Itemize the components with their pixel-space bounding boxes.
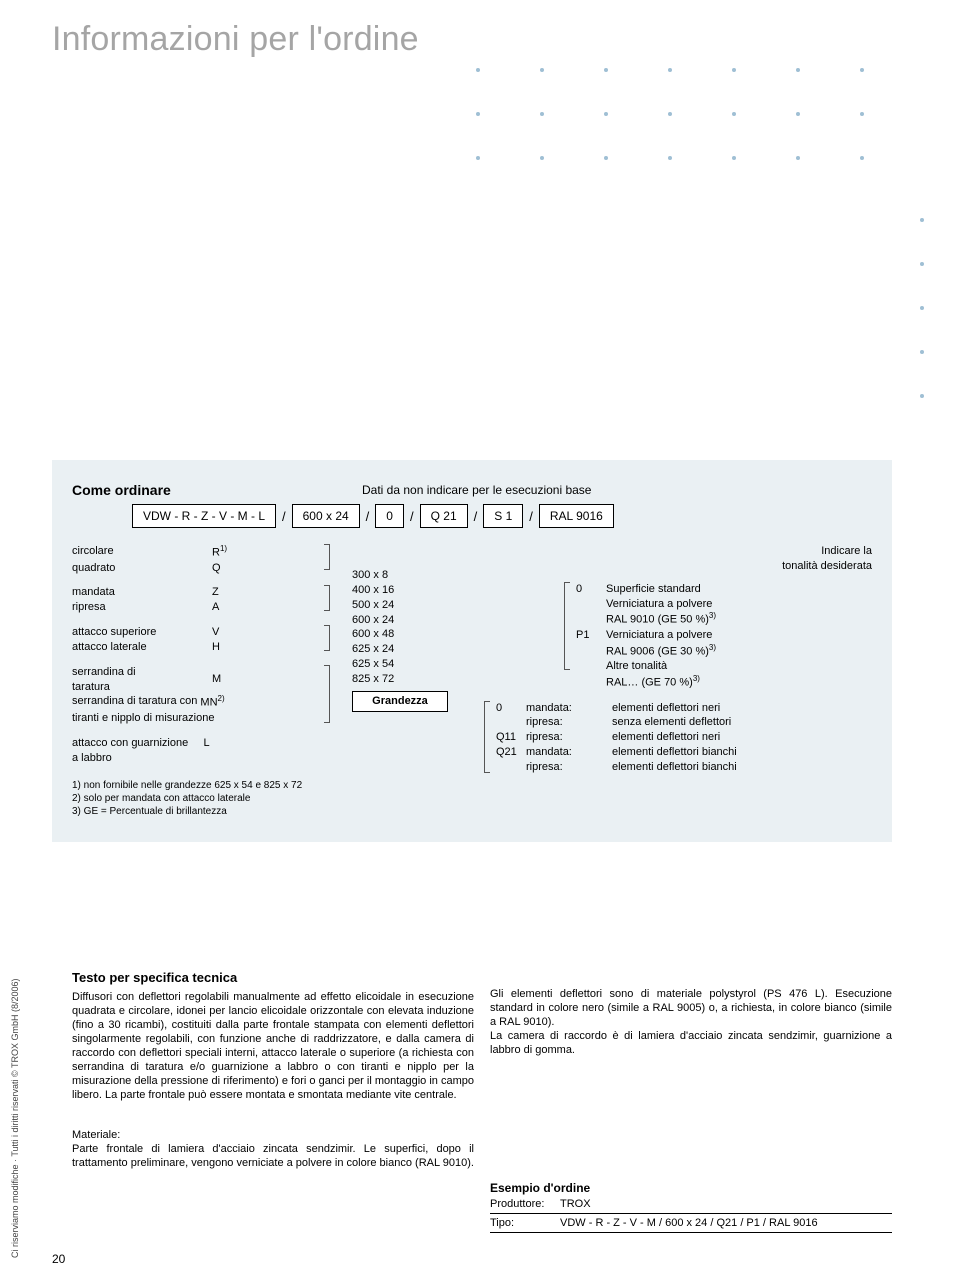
copyright-side-text: Ci riserviamo modifiche · Tutti i diritt… — [10, 978, 20, 1258]
surface-code: P1 — [576, 628, 606, 659]
defl-code: Q11 — [496, 730, 526, 745]
size-option: 500 x 24 — [352, 598, 448, 613]
shape-code: Q — [212, 561, 221, 576]
order-part-s: S 1 — [483, 504, 523, 528]
shape-code: R — [212, 547, 220, 559]
size-option: 625 x 54 — [352, 657, 448, 672]
attacco-l-label: a labbro — [72, 752, 112, 764]
defl-kind: mandata: — [526, 701, 612, 716]
sizes-col: 300 x 8 400 x 16 500 x 24 600 x 24 600 x… — [352, 544, 448, 818]
example-value: VDW - R - Z - V - M / 600 x 24 / Q21 / P… — [560, 1216, 818, 1230]
surface-sup: 3) — [709, 611, 716, 620]
material-paragraph: Parte frontale di lamiera d'acciaio zinc… — [72, 1142, 474, 1170]
example-key: Tipo: — [490, 1216, 560, 1230]
decorative-dot-grid-top — [476, 68, 924, 200]
tech-spec-heading: Testo per specifica tecnica — [72, 970, 474, 987]
attacco-l-code: L — [203, 737, 209, 749]
shape-sup: 1) — [220, 544, 227, 553]
flow-code: A — [212, 600, 219, 615]
serrandina-sup: 2) — [218, 694, 225, 703]
serrandina-label: tiranti e nipplo di misurazione — [72, 711, 324, 726]
defl-val: elementi deflettori bianchi — [612, 745, 737, 760]
page-title: Informazioni per l'ordine — [0, 0, 960, 59]
surface-sup: 3) — [709, 643, 716, 652]
attach-code: H — [212, 640, 220, 655]
serrandina-label: serrandina di — [72, 666, 136, 678]
defl-val: senza elementi deflettori — [612, 715, 731, 730]
footnote: 3) GE = Percentuale di brillantezza — [72, 805, 330, 818]
size-option: 825 x 72 — [352, 672, 448, 687]
base-note: Dati da non indicare per le esecuzioni b… — [362, 483, 591, 497]
decorative-dot-grid-side — [920, 218, 924, 438]
example-heading: Esempio d'ordine — [490, 1181, 892, 1196]
defl-code — [496, 760, 526, 775]
flow-label: ripresa — [72, 600, 212, 615]
slash: / — [360, 509, 376, 524]
order-panel: Come ordinare Dati da non indicare per l… — [52, 460, 892, 842]
serrandina-label: serrandina di taratura con — [72, 694, 197, 711]
example-value: TROX — [560, 1197, 591, 1211]
slash: / — [468, 509, 484, 524]
flow-code: Z — [212, 585, 219, 600]
grandezza-box: Grandezza — [352, 691, 448, 712]
footnotes: 1) non fornibile nelle grandezze 625 x 5… — [72, 779, 330, 818]
defl-kind: mandata: — [526, 745, 612, 760]
defl-kind: ripresa: — [526, 760, 612, 775]
order-part-defl: 0 — [375, 504, 404, 528]
attach-label: attacco laterale — [72, 640, 212, 655]
right-spec-col: Indicare la tonalità desiderata 0 Superf… — [470, 544, 872, 818]
tech-spec-paragraph-2: Gli elementi deflettori sono di material… — [490, 987, 892, 1057]
flow-label: mandata — [72, 585, 212, 600]
how-to-order-heading: Come ordinare — [72, 482, 362, 498]
size-option: 600 x 48 — [352, 627, 448, 642]
material-heading: Materiale: — [72, 1128, 474, 1142]
size-option: 600 x 24 — [352, 613, 448, 628]
attach-label: attacco superiore — [72, 625, 212, 640]
shape-label: quadrato — [72, 561, 212, 576]
example-key: Produttore: — [490, 1197, 560, 1211]
size-option: 300 x 8 — [352, 568, 448, 583]
surface-code: 0 — [576, 582, 606, 628]
footnote: 1) non fornibile nelle grandezze 625 x 5… — [72, 779, 330, 792]
serrandina-label: taratura — [72, 681, 110, 693]
size-option: 400 x 16 — [352, 583, 448, 598]
order-part-q: Q 21 — [420, 504, 468, 528]
surface-text: Verniciatura a polvere RAL 9006 (GE 30 %… — [606, 629, 712, 658]
surface-sup: 3) — [693, 674, 700, 683]
order-part-size: 600 x 24 — [292, 504, 360, 528]
defl-code: 0 — [496, 701, 526, 716]
example-divider — [490, 1213, 892, 1214]
serrandina-code: M — [212, 672, 221, 687]
size-option: 625 x 24 — [352, 642, 448, 657]
page-number: 20 — [52, 1252, 65, 1266]
slash: / — [523, 509, 539, 524]
tonalita-note: Indicare la tonalità desiderata — [484, 544, 872, 574]
tech-spec-paragraph: Diffusori con deflettori regolabili manu… — [72, 990, 474, 1103]
surface-code — [576, 659, 606, 690]
defl-kind: ripresa: — [526, 730, 612, 745]
slash: / — [276, 509, 292, 524]
body-section: Testo per specifica tecnica Diffusori co… — [72, 970, 892, 1235]
defl-val: elementi deflettori neri — [612, 701, 720, 716]
footnote: 2) solo per mandata con attacco laterale — [72, 792, 330, 805]
defl-kind: ripresa: — [526, 715, 612, 730]
shape-label: circolare — [72, 544, 212, 561]
surface-text: Superficie standard Verniciatura a polve… — [606, 583, 712, 626]
attacco-l-label: attacco con guarnizione — [72, 737, 188, 749]
order-part-ral: RAL 9016 — [539, 504, 614, 528]
serrandina-code2: MN — [200, 697, 217, 709]
surface-text: Altre tonalità RAL… (GE 70 %) — [606, 660, 693, 689]
defl-val: elementi deflettori bianchi — [612, 760, 737, 775]
example-divider — [490, 1232, 892, 1233]
defl-code — [496, 715, 526, 730]
defl-val: elementi deflettori neri — [612, 730, 720, 745]
left-spec-col: circolare R1) quadrato Q mandataZ ripres… — [72, 544, 330, 818]
attach-code: V — [212, 625, 219, 640]
defl-code: Q21 — [496, 745, 526, 760]
slash: / — [404, 509, 420, 524]
order-part-code: VDW - R - Z - V - M - L — [132, 504, 276, 528]
order-code-row: VDW - R - Z - V - M - L / 600 x 24 / 0 /… — [132, 504, 872, 528]
